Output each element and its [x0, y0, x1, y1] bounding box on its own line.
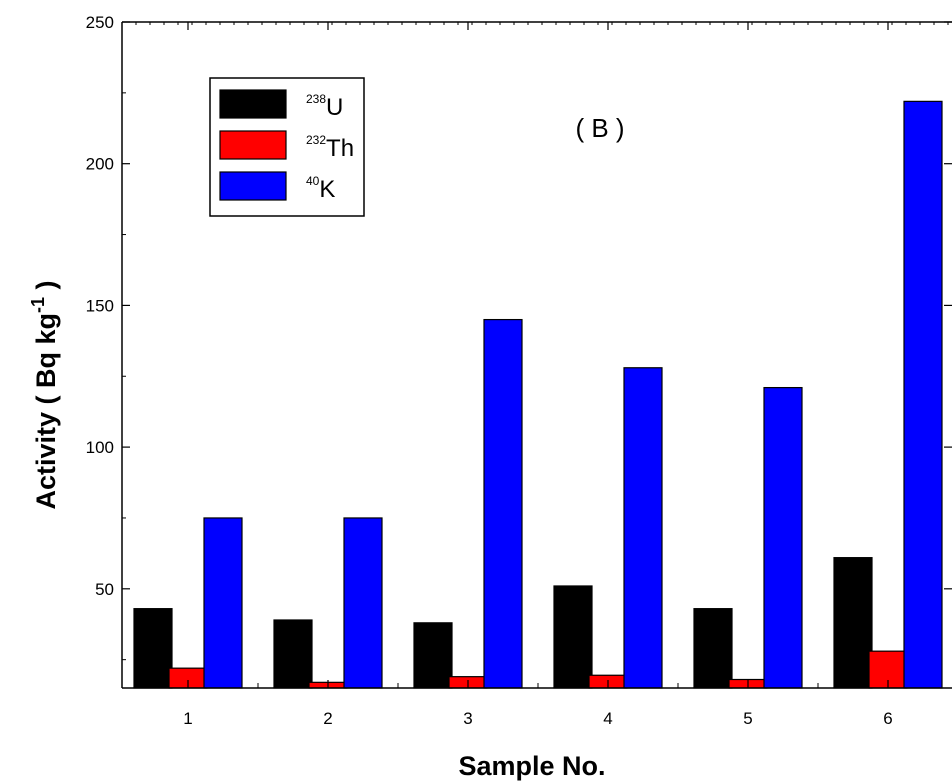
bar-k-sample-1 [203, 517, 243, 689]
x-tick-label-3: 3 [463, 709, 472, 728]
bar-k-sample-3 [483, 318, 523, 689]
bar-k-sample-4 [623, 367, 663, 689]
bar-k-sample-6 [903, 100, 943, 689]
bar-u-sample-6 [833, 557, 873, 689]
legend-swatch-u [219, 89, 287, 119]
x-tick-label-6: 6 [883, 709, 892, 728]
y-tick-label-100: 100 [86, 438, 114, 457]
y-tick-label-200: 200 [86, 155, 114, 174]
legend-label-u: 238U [306, 92, 343, 121]
legend-mass-number: 40 [306, 174, 320, 188]
legend-isotope-symbol: Th [326, 135, 354, 162]
legend-label-k: 40K [306, 174, 335, 203]
legend-swatch-k [219, 171, 287, 201]
bar-u-sample-4 [553, 585, 593, 689]
bar-u-sample-2 [273, 619, 313, 689]
y-axis-title-suffix: ) [31, 280, 61, 297]
legend-isotope-symbol: U [326, 94, 343, 121]
bar-u-sample-1 [133, 608, 173, 689]
bars-group [133, 100, 943, 689]
y-axis-title-exponent: -1 [28, 297, 48, 313]
bar-u-sample-3 [413, 622, 453, 689]
x-tick-label-4: 4 [603, 709, 612, 728]
y-axis-title: Activity ( Bq kg-1 ) [28, 280, 61, 509]
ticks-group: 50 100 150 200 250 1 2 3 4 5 6 [86, 13, 952, 728]
legend-mass-number: 232 [306, 133, 326, 147]
x-axis-title: Sample No. [458, 751, 605, 781]
legend-mass-number: 238 [306, 92, 326, 106]
y-tick-label-150: 150 [86, 296, 114, 315]
bar-u-sample-5 [693, 608, 733, 689]
x-tick-label-2: 2 [323, 709, 332, 728]
y-axis-title-prefix: Activity ( Bq kg [31, 313, 61, 510]
bar-k-sample-2 [343, 517, 383, 689]
bar-k-sample-5 [763, 386, 803, 689]
legend-swatch-th [219, 130, 287, 160]
legend-label-th: 232Th [306, 133, 354, 162]
x-tick-label-5: 5 [743, 709, 752, 728]
y-tick-label-250: 250 [86, 13, 114, 32]
axes-group [121, 21, 952, 689]
y-tick-label-50: 50 [95, 580, 114, 599]
x-tick-label-1: 1 [183, 709, 192, 728]
panel-annotation: ( B ) [575, 113, 624, 143]
legend-isotope-symbol: K [319, 176, 335, 203]
